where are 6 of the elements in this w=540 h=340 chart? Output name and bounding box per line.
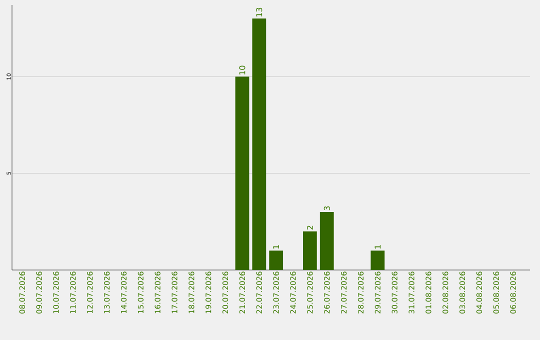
- bar: [252, 18, 266, 270]
- bar: [320, 212, 334, 270]
- bar: [269, 250, 284, 270]
- bar: [235, 76, 250, 270]
- bar: [303, 231, 317, 270]
- bar: [370, 250, 385, 270]
